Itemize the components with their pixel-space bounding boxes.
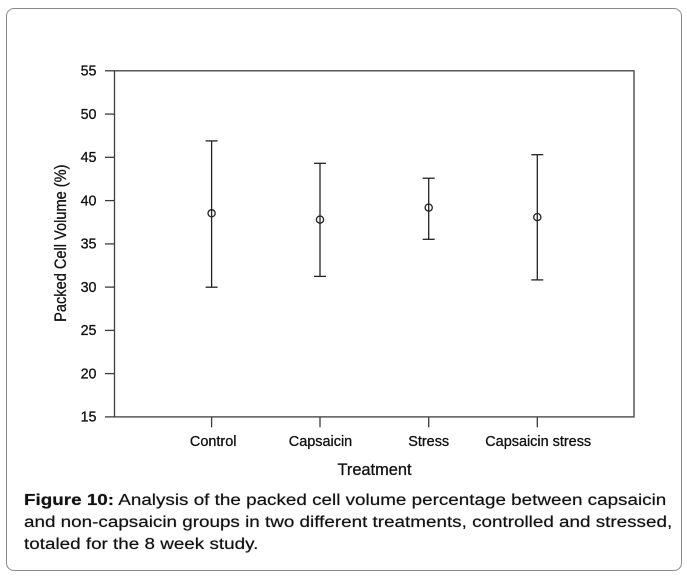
svg-text:Control: Control bbox=[190, 434, 237, 450]
svg-text:Capsaicin stress: Capsaicin stress bbox=[485, 434, 591, 450]
svg-text:Packed Cell Volume (%): Packed Cell Volume (%) bbox=[52, 165, 70, 322]
svg-text:25: 25 bbox=[81, 323, 97, 339]
svg-text:50: 50 bbox=[81, 107, 97, 123]
svg-text:15: 15 bbox=[81, 410, 97, 426]
svg-text:Capsaicin: Capsaicin bbox=[289, 434, 352, 450]
svg-text:35: 35 bbox=[81, 237, 97, 253]
svg-text:Stress: Stress bbox=[408, 434, 449, 450]
svg-text:40: 40 bbox=[81, 193, 97, 209]
svg-text:30: 30 bbox=[81, 280, 97, 296]
svg-text:20: 20 bbox=[81, 366, 97, 382]
svg-text:Treatment: Treatment bbox=[337, 461, 412, 479]
svg-text:55: 55 bbox=[81, 64, 97, 80]
svg-text:45: 45 bbox=[81, 150, 97, 166]
